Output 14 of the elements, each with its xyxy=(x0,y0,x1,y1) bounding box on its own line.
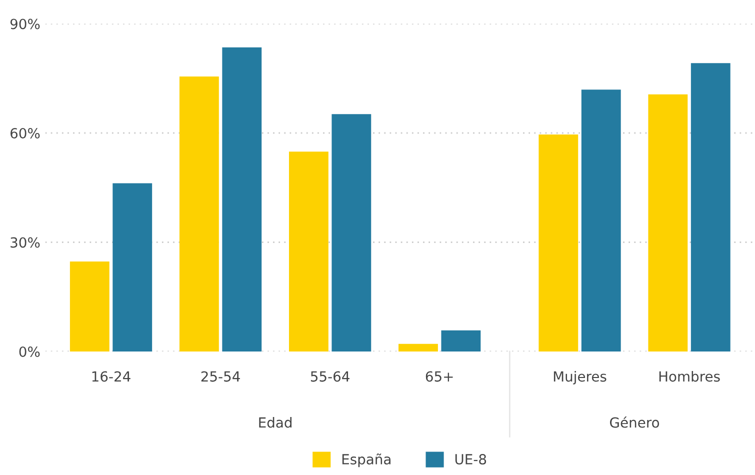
x-tick-label: 25-54 xyxy=(201,371,240,382)
legend-label: España xyxy=(342,454,390,468)
text: Edad xyxy=(259,417,292,428)
x-tick-label: 16-24 xyxy=(92,371,130,382)
y-tick-label: 60% xyxy=(10,128,40,138)
text: Género xyxy=(610,416,660,428)
x-tick-label: 55-64 xyxy=(310,371,350,382)
x-tick-label: 65+ xyxy=(426,371,453,382)
x-tick-label: Hombres xyxy=(659,370,720,382)
x-tick-label: Mujeres xyxy=(554,370,606,384)
y-tick-label: 0% xyxy=(19,346,40,357)
legend-label: UE-8 xyxy=(455,454,486,464)
y-tick-label: 90% xyxy=(10,18,40,30)
y-tick-label: 30% xyxy=(10,237,40,248)
